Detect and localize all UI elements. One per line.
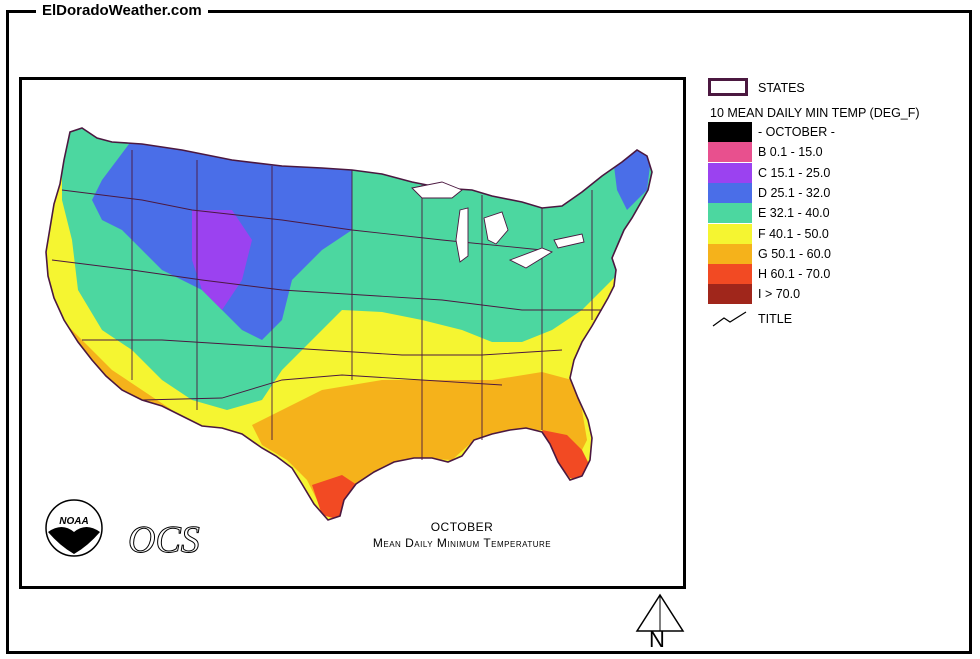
zone-c	[192, 210, 252, 310]
temperature-zones	[46, 128, 652, 520]
legend-item: I > 70.0	[706, 284, 966, 305]
legend-item: B 0.1 - 15.0	[706, 142, 966, 163]
legend-label: C 15.1 - 25.0	[758, 165, 831, 180]
legend-item: D 25.1 - 32.0	[706, 182, 966, 203]
legend-swatch	[708, 182, 752, 203]
legend-title: 10 MEAN DAILY MIN TEMP (DEG_F)	[710, 106, 920, 120]
map-caption: OCTOBER Mean Daily Minimum Temperature	[322, 519, 602, 551]
north-arrow: N	[633, 593, 687, 655]
legend-swatch	[708, 122, 752, 142]
states-label: STATES	[758, 81, 805, 95]
north-arrow-icon	[635, 593, 685, 632]
legend-item: F 40.1 - 50.0	[706, 223, 966, 244]
zone-h-fl	[542, 430, 592, 480]
legend-swatch	[708, 223, 752, 244]
states-swatch	[708, 78, 748, 96]
legend-label: - OCTOBER -	[758, 125, 835, 139]
ocs-logo: OCS	[128, 519, 200, 561]
state-borders	[51, 150, 602, 460]
legend-label: H 60.1 - 70.0	[758, 267, 831, 282]
legend-label: E 32.1 - 40.0	[758, 206, 830, 221]
title-line-label: TITLE	[758, 312, 793, 326]
legend-item: C 15.1 - 25.0	[706, 162, 966, 183]
legend-label: B 0.1 - 15.0	[758, 145, 823, 160]
temperature-map: NOAA OCS	[45, 127, 653, 562]
great-lakes	[411, 181, 585, 269]
legend-title-line: TITLE	[706, 310, 906, 332]
legend-item: - OCTOBER -	[706, 122, 966, 142]
legend-label: G 50.1 - 60.0	[758, 246, 831, 261]
caption-month: OCTOBER	[430, 520, 494, 534]
map-panel: NOAA OCS OCTOBER Mean Daily Minimum Temp…	[19, 77, 686, 589]
legend-item: H 60.1 - 70.0	[706, 264, 966, 285]
legend-swatch	[708, 264, 752, 285]
page-frame	[6, 10, 972, 654]
legend-swatch	[708, 284, 752, 305]
legend-label: I > 70.0	[758, 287, 801, 302]
north-label: N	[649, 627, 665, 652]
caption-title: Mean Daily Minimum Temperature	[372, 536, 552, 550]
legend-label: D 25.1 - 32.0	[758, 185, 831, 200]
legend-swatch	[708, 162, 752, 183]
legend-item: E 32.1 - 40.0	[706, 203, 966, 224]
legend-label: F 40.1 - 50.0	[758, 226, 829, 241]
zone-h-tx	[312, 475, 357, 520]
noaa-logo: NOAA	[45, 499, 103, 557]
legend-swatch	[708, 142, 752, 163]
us-outline	[45, 127, 653, 521]
zone-d-ne	[612, 150, 652, 210]
noaa-logo-text: NOAA	[59, 516, 88, 527]
line-icon	[712, 311, 747, 327]
site-title: ElDoradoWeather.com	[36, 2, 208, 20]
legend-swatch	[708, 203, 752, 224]
legend-item: G 50.1 - 60.0	[706, 243, 966, 264]
legend-swatch	[708, 243, 752, 264]
